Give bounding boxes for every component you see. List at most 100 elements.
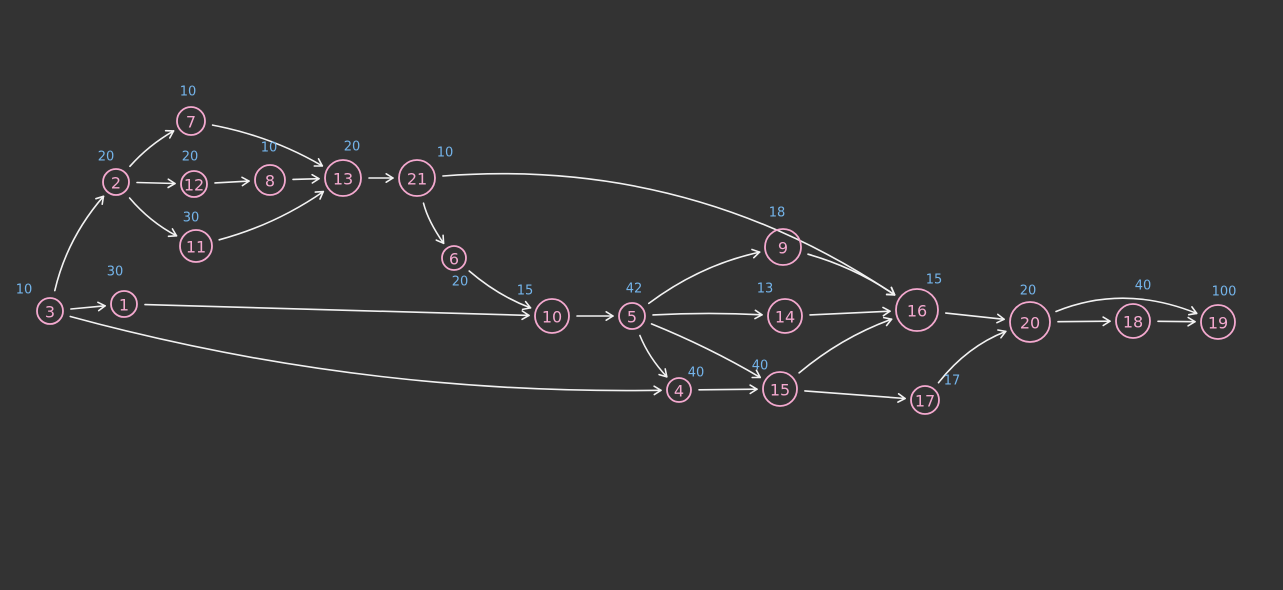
node-19: 19 100 bbox=[1200, 285, 1237, 340]
edge-20-to-19 bbox=[1055, 297, 1198, 315]
node-11-circle bbox=[179, 229, 213, 263]
node-4-weight: 40 bbox=[688, 366, 705, 381]
node-8-circle bbox=[254, 164, 286, 196]
node-6-circle bbox=[441, 245, 467, 271]
node-4-circle bbox=[666, 377, 692, 403]
node-19-weight: 100 bbox=[1212, 285, 1237, 300]
arrowhead-18-to-19 bbox=[1187, 316, 1196, 327]
arrowhead-7-to-13 bbox=[313, 158, 324, 167]
arrowhead-5-to-15 bbox=[751, 369, 761, 379]
arrowhead-20-to-19 bbox=[1188, 306, 1198, 316]
node-2-weight: 20 bbox=[98, 150, 115, 165]
node-21-weight: 10 bbox=[437, 146, 454, 161]
edge-9-to-16 bbox=[807, 253, 896, 296]
edge-2-to-12 bbox=[136, 181, 176, 185]
node-16-weight: 15 bbox=[926, 273, 943, 288]
arrowhead-5-to-4 bbox=[658, 368, 668, 378]
arrowhead-21-to-6 bbox=[435, 234, 445, 245]
node-5-weight: 42 bbox=[626, 282, 643, 297]
node-3: 3 10 bbox=[16, 283, 64, 325]
edge-1-to-10 bbox=[144, 303, 530, 317]
node-20-label: 20 bbox=[1020, 314, 1040, 333]
edge-2-to-7 bbox=[129, 130, 175, 168]
arrowhead-6-to-10 bbox=[521, 300, 532, 311]
node-12-label: 12 bbox=[184, 176, 204, 195]
node-10-circle bbox=[534, 298, 570, 334]
node-13-label: 13 bbox=[333, 170, 353, 189]
node-12: 12 20 bbox=[180, 150, 208, 198]
edge-5-to-4 bbox=[639, 334, 668, 378]
node-11: 11 30 bbox=[179, 211, 213, 263]
arrowhead-10-to-5 bbox=[605, 311, 614, 321]
node-1-label: 1 bbox=[119, 296, 129, 315]
node-19-circle bbox=[1200, 304, 1236, 340]
node-14-weight: 13 bbox=[757, 282, 774, 297]
node-9-weight: 18 bbox=[769, 206, 786, 221]
node-9: 9 18 bbox=[764, 206, 802, 266]
node-1-circle bbox=[110, 290, 138, 318]
node-1-weight: 30 bbox=[107, 265, 124, 280]
node-7-weight: 10 bbox=[180, 85, 197, 100]
arrowhead-11-to-13 bbox=[314, 190, 325, 200]
arrowhead-4-to-15 bbox=[749, 384, 758, 395]
edge-21-to-16 bbox=[442, 172, 896, 296]
node-4: 4 40 bbox=[666, 366, 705, 403]
arrowhead-3-to-1 bbox=[97, 301, 106, 312]
edge-17-to-20 bbox=[937, 330, 1007, 384]
node-3-weight: 10 bbox=[16, 283, 33, 298]
node-13: 13 20 bbox=[324, 140, 362, 197]
node-17-weight: 17 bbox=[944, 374, 961, 389]
node-2-circle bbox=[102, 168, 130, 196]
edge-21-to-6 bbox=[422, 202, 445, 245]
node-10-weight: 15 bbox=[517, 284, 534, 299]
arrowhead-5-to-14 bbox=[754, 309, 763, 320]
node-18-label: 18 bbox=[1123, 313, 1143, 332]
node-18-weight: 40 bbox=[1135, 279, 1152, 294]
arrowhead-1-to-10 bbox=[521, 310, 530, 321]
arrowhead-2-to-7 bbox=[164, 129, 175, 139]
arrowhead-15-to-16 bbox=[883, 316, 893, 327]
edge-20-to-18 bbox=[1057, 320, 1111, 323]
node-4-label: 4 bbox=[674, 382, 684, 401]
edge-8-to-13 bbox=[292, 177, 320, 181]
node-7: 7 10 bbox=[176, 85, 206, 136]
node-13-circle bbox=[324, 159, 362, 197]
node-2: 2 20 bbox=[98, 150, 130, 196]
node-9-circle bbox=[764, 228, 802, 266]
edge-14-to-16 bbox=[809, 310, 891, 316]
arrowhead-2-to-12 bbox=[167, 178, 176, 189]
arrowhead-20-to-18 bbox=[1102, 316, 1111, 327]
edge-11-to-13 bbox=[218, 190, 325, 241]
edge-7-to-13 bbox=[211, 124, 324, 167]
node-8-weight: 10 bbox=[261, 141, 278, 156]
edge-6-to-10 bbox=[468, 270, 532, 309]
node-12-weight: 20 bbox=[182, 150, 199, 165]
node-13-weight: 20 bbox=[344, 140, 361, 155]
edge-3-to-2 bbox=[54, 195, 105, 292]
arrowhead-16-to-20 bbox=[996, 313, 1005, 324]
node-20-weight: 20 bbox=[1020, 284, 1037, 299]
arrowhead-14-to-16 bbox=[882, 306, 891, 317]
node-6-label: 6 bbox=[449, 250, 459, 269]
node-17-circle bbox=[910, 385, 940, 415]
node-5: 5 42 bbox=[618, 282, 646, 330]
edge-5-to-15 bbox=[650, 323, 761, 379]
node-21: 21 10 bbox=[398, 146, 454, 197]
arrowhead-13-to-21 bbox=[385, 173, 394, 183]
nodes-layer: 3101302207101220113081013202110620101554… bbox=[16, 85, 1237, 415]
node-8-label: 8 bbox=[265, 172, 275, 191]
node-19-label: 19 bbox=[1208, 314, 1228, 333]
node-5-label: 5 bbox=[627, 308, 637, 327]
node-6: 620 bbox=[441, 245, 468, 290]
node-16-label: 16 bbox=[907, 302, 927, 321]
node-18-circle bbox=[1115, 303, 1151, 339]
edge-4-to-15 bbox=[698, 388, 758, 391]
edge-15-to-17 bbox=[804, 390, 906, 400]
node-14-circle bbox=[767, 298, 803, 334]
node-8: 8 10 bbox=[254, 141, 286, 196]
node-14-label: 14 bbox=[775, 308, 795, 327]
node-11-weight: 30 bbox=[183, 211, 200, 226]
